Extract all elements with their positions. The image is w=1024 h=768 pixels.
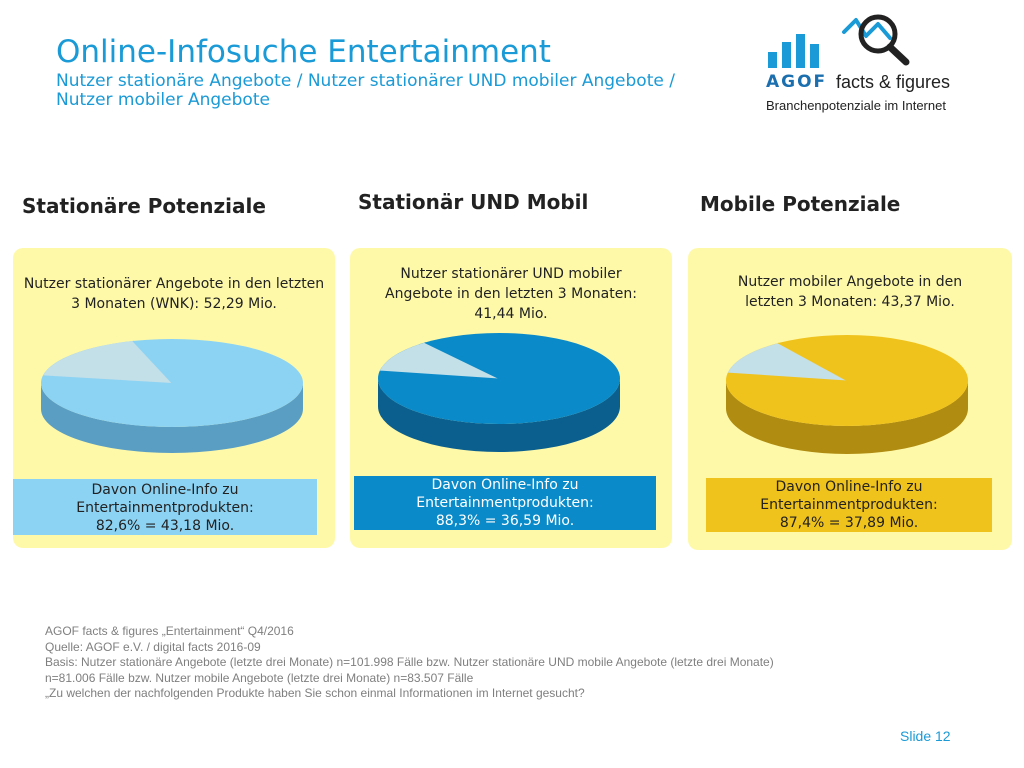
result-band: Davon Online-Info zu Entertainmentproduk… [706,478,992,532]
agof-logo: AGOF facts & figures Branchenpotenziale … [766,14,966,114]
result-line: Davon Online-Info zu [775,479,923,495]
result-band: Davon Online-Info zu Entertainmentproduk… [354,476,656,530]
pie-slice-divider [777,342,848,381]
logo-bar [796,34,805,68]
logo-bar [810,44,819,68]
pie-chart-stationaer-und-mobil [378,333,620,452]
result-line: Davon Online-Info zu [431,477,579,493]
footnote-line: „Zu welchen der nachfolgenden Produkte h… [45,686,585,700]
result-line: Entertainmentprodukten: [760,497,938,513]
pie-chart-stationaer [41,339,303,453]
panel-stationaer-und-mobil: Nutzer stationärer UND mobiler Angebote … [350,248,672,548]
logo-tagline: Branchenpotenziale im Internet [766,98,946,113]
panel-heading-mobil: Mobile Potenziale [700,192,901,216]
page-title: Online-Infosuche Entertainment [56,34,551,70]
pie-slice-divider [424,342,500,379]
logo-product: facts & figures [836,72,951,92]
panel-description: Nutzer mobiler Angebote in den letzten 3… [737,274,963,310]
pie-slice-rest [727,343,847,381]
footnote-line: Basis: Nutzer stationäre Angebote (letzt… [45,655,774,669]
magnifier-handle [886,43,910,66]
agof-logo-graphic [768,14,910,68]
pie-side-wall [726,380,968,454]
result-line: Davon Online-Info zu [91,482,239,498]
footnote-line: AGOF facts & figures „Entertainment“ Q4/… [45,624,294,638]
pie-chart-mobil [726,335,968,454]
logo-bar [782,42,791,68]
footnote-line: n=81.006 Fälle bzw. Nutzer mobile Angebo… [45,670,474,685]
pie-slice-divider [132,340,173,384]
result-line: Entertainmentprodukten: [416,495,594,511]
pie-side-wall [41,383,303,453]
panel-description: Nutzer stationärer UND mobiler Angebote … [385,266,637,322]
result-band: Davon Online-Info zu Entertainmentproduk… [13,479,317,535]
slide-number: Slide 12 [900,728,951,744]
page-subtitle: Nutzer stationäre Angebote / Nutzer stat… [56,72,776,110]
logo-brand: AGOF [766,72,828,92]
source-footnote: AGOF facts & figures „Entertainment“ Q4/… [45,624,985,702]
subtitle-line: Nutzer stationäre Angebote / Nutzer stat… [56,71,675,91]
panel-heading-stationaer: Stationäre Potenziale [22,194,266,218]
panel-mobil: Nutzer mobiler Angebote in den letzten 3… [688,248,1012,550]
subtitle-line: Nutzer mobiler Angebote [56,90,270,110]
panel-description: Nutzer stationärer Angebote in den letzt… [23,276,325,312]
pie-slice-rest [379,342,499,379]
magnifier-icon [858,14,898,54]
logo-trend-line [842,18,892,40]
pie-slice-rest [42,341,172,383]
footnote-line: Quelle: AGOF e.V. / digital facts 2016-0… [45,639,261,654]
pie-side-wall [378,378,620,452]
result-value: 82,6% = 43,18 Mio. [95,518,235,534]
result-value: 88,3% = 36,59 Mio. [435,513,575,529]
result-value: 87,4% = 37,89 Mio. [779,515,919,531]
panel-heading-stationaer-und-mobil: Stationär UND Mobil [358,190,589,214]
logo-bar [768,52,777,68]
result-line: Entertainmentprodukten: [76,500,254,516]
panel-stationaer: Nutzer stationärer Angebote in den letzt… [13,248,335,548]
